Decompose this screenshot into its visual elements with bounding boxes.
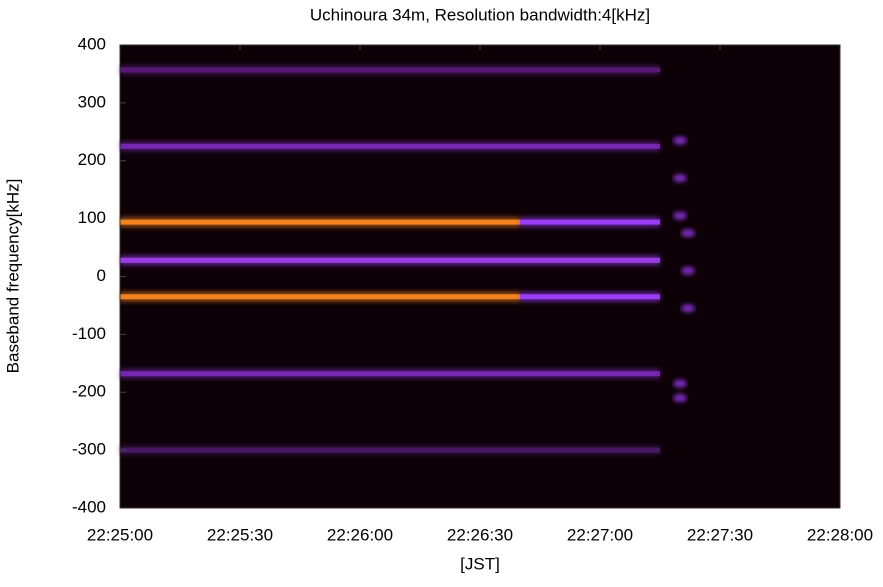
signal: [120, 67, 660, 73]
x-tick-label: 22:25:00: [87, 525, 153, 544]
x-tick-label: 22:28:00: [807, 525, 873, 544]
y-tick-label: 100: [78, 208, 106, 227]
plot-area: [120, 45, 840, 508]
signal: [120, 371, 660, 377]
burst: [673, 394, 687, 403]
burst: [681, 304, 695, 313]
signal: [120, 143, 660, 149]
burst: [681, 229, 695, 238]
signal: [120, 257, 660, 263]
signal: [120, 219, 520, 225]
x-tick-label: 22:27:30: [687, 525, 753, 544]
signal: [520, 219, 660, 225]
y-axis-label: Baseband frequency[kHz]: [3, 179, 22, 374]
signal: [120, 294, 520, 300]
y-tick-label: 300: [78, 92, 106, 111]
x-tick-label: 22:25:30: [207, 525, 273, 544]
burst: [673, 136, 687, 145]
x-tick-label: 22:26:00: [327, 525, 393, 544]
burst: [681, 266, 695, 275]
x-axis-label: [JST]: [460, 554, 500, 573]
signal: [520, 294, 660, 300]
y-tick-label: -200: [72, 382, 106, 401]
y-tick-label: 400: [78, 34, 106, 53]
y-tick-label: -300: [72, 440, 106, 459]
x-tick-label: 22:27:00: [567, 525, 633, 544]
signal: [120, 447, 660, 453]
y-tick-label: -100: [72, 324, 106, 343]
chart-title: Uchinoura 34m, Resolution bandwidth:4[kH…: [310, 5, 650, 24]
plot-frame: [119, 44, 841, 509]
x-tick-label: 22:26:30: [447, 525, 513, 544]
burst: [673, 379, 687, 388]
burst: [673, 211, 687, 220]
burst: [673, 174, 687, 183]
y-tick-label: -400: [72, 497, 106, 516]
y-tick-label: 0: [97, 266, 106, 285]
y-tick-label: 200: [78, 150, 106, 169]
